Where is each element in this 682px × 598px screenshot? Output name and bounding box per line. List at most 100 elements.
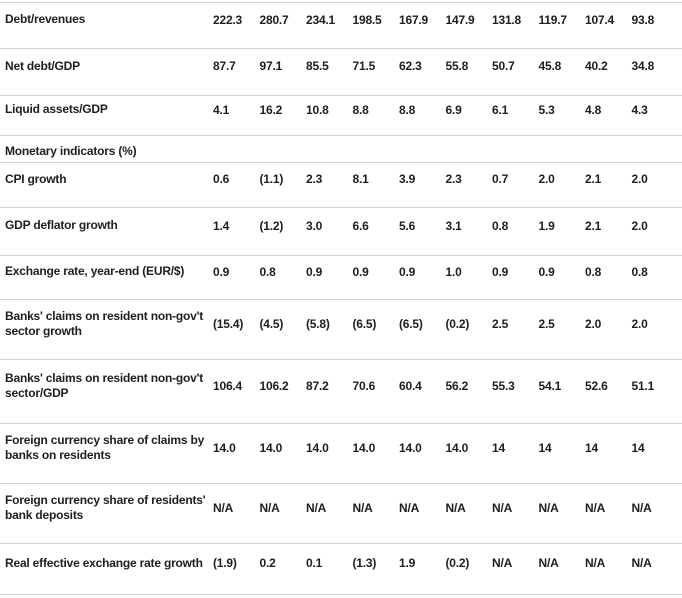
table-cell: 0.6: [213, 172, 230, 186]
table-cell: N/A: [631, 556, 652, 570]
table-cell: N/A: [631, 500, 652, 515]
table-cell: 106.4: [213, 378, 243, 393]
table-cell: N/A: [213, 500, 234, 515]
table-cell: 87.2: [306, 378, 329, 393]
table-row: Foreign currency share of residents' ban…: [0, 483, 682, 543]
table-cell: 167.9: [399, 12, 429, 27]
table-cell: 14: [492, 440, 505, 455]
table-cell: 71.5: [352, 59, 376, 73]
table-cell: 85.5: [306, 59, 329, 73]
table-cell: 3.1: [445, 218, 462, 233]
table-cell: (6.5): [352, 316, 377, 331]
table-cell: 14: [631, 440, 645, 455]
table-cell: 0.8: [492, 218, 509, 233]
row-label: Banks' claims on resident non-gov't sect…: [5, 308, 204, 338]
table-cell: 14.0: [306, 440, 329, 455]
table-cell: 107.4: [585, 12, 615, 27]
table-cell: 14.0: [352, 440, 376, 455]
table-cell: N/A: [445, 500, 466, 515]
table-cell: 0.9: [306, 264, 323, 279]
table-cell: 5.6: [399, 218, 416, 233]
table-cell: 54.1: [538, 378, 562, 393]
table-cell: 3.9: [399, 172, 416, 186]
table-cell: 8.8: [399, 102, 416, 117]
table-cell: N/A: [538, 556, 559, 570]
table-row: Debt/revenues 222.3 280.7 234.1 198.5 16…: [0, 2, 682, 48]
table-cell: 14: [585, 440, 598, 455]
table-cell: 60.4: [399, 378, 422, 393]
table-row: Banks' claims on resident non-gov't sect…: [0, 359, 682, 423]
row-label: Real effective exchange rate growth: [5, 555, 203, 570]
table-cell: (0.2): [445, 316, 470, 331]
table-cell: 0.8: [585, 264, 602, 279]
table-cell: 87.7: [213, 59, 236, 73]
row-label: CPI growth: [5, 171, 67, 186]
table-cell: N/A: [585, 556, 606, 570]
table-cell: (0.2): [445, 556, 470, 570]
table-cell: 2.0: [631, 218, 648, 233]
table-cell: 3.0: [306, 218, 323, 233]
table-cell: 40.2: [585, 59, 608, 73]
table-cell: 1.0: [445, 264, 462, 279]
table-cell: 52.6: [585, 378, 608, 393]
row-label: Debt/revenues: [5, 12, 86, 26]
table-cell: 0.2: [259, 556, 276, 570]
row-label: Banks' claims on resident non-gov't sect…: [5, 370, 204, 400]
table-cell: 2.0: [631, 172, 648, 186]
table-cell: 2.0: [631, 316, 648, 331]
table-cell: 8.1: [352, 172, 369, 186]
table-cell: 14.0: [445, 440, 469, 455]
table-cell: 14.0: [213, 440, 236, 455]
row-label: Foreign currency share of residents' ban…: [5, 492, 206, 522]
row-label: Foreign currency share of claims by bank…: [5, 432, 205, 462]
table-cell: 147.9: [445, 12, 475, 27]
row-label: Exchange rate, year-end (EUR/$): [5, 264, 185, 278]
table-cell: 0.9: [213, 264, 230, 279]
table-cell: 0.7: [492, 172, 509, 186]
row-label: GDP deflator growth: [5, 218, 118, 232]
table-cell: N/A: [399, 500, 420, 515]
table-row: Liquid assets/GDP 4.1 16.2 10.8 8.8 8.8 …: [0, 95, 682, 135]
table-cell: 1.9: [538, 218, 555, 233]
table-row: GDP deflator growth 1.4 (1.2) 3.0 6.6 5.…: [0, 207, 682, 255]
table-cell: 2.1: [585, 218, 602, 233]
table-row: Net debt/GDP 87.7 97.1 85.5 71.5 62.3 55…: [0, 48, 682, 95]
table-cell: 14: [538, 440, 552, 455]
table-cell: 2.3: [445, 172, 462, 186]
table-cell: 1.4: [213, 218, 230, 233]
table-cell: N/A: [585, 500, 606, 515]
table-cell: (1.1): [259, 172, 284, 186]
table-cell: 280.7: [259, 12, 289, 27]
table-cell: 56.2: [445, 378, 469, 393]
table-section-row: Monetary indicators (%): [0, 135, 682, 162]
table-cell: (15.4): [213, 316, 244, 331]
table-cell: N/A: [259, 500, 280, 515]
table-cell: 45.8: [538, 59, 562, 73]
table-cell: 2.1: [585, 172, 602, 186]
table-cell: 6.6: [352, 218, 369, 233]
table-cell: 4.1: [213, 102, 230, 117]
table-cell: 8.8: [352, 102, 369, 117]
table-cell: (1.3): [352, 556, 377, 570]
table-cell: N/A: [492, 500, 513, 515]
table-cell: 0.8: [631, 264, 648, 279]
table-cell: 106.2: [259, 378, 289, 393]
table-cell: 93.8: [631, 12, 655, 27]
table-cell: 234.1: [306, 12, 336, 27]
table-cell: (5.8): [306, 316, 330, 331]
table-cell: 0.9: [399, 264, 416, 279]
table-cell: N/A: [306, 500, 327, 515]
table-cell: 10.8: [306, 102, 329, 117]
table-cell: 4.3: [631, 102, 648, 117]
table-cell: 55.3: [492, 378, 515, 393]
table-cell: N/A: [538, 500, 559, 515]
table-cell: 222.3: [213, 12, 243, 27]
table-row: Real effective exchange rate growth (1.9…: [0, 543, 682, 594]
table-row: Exchange rate, year-end (EUR/$) 0.9 0.8 …: [0, 255, 682, 299]
table-cell: 6.9: [445, 102, 462, 117]
table-cell: N/A: [492, 556, 513, 570]
table-cell: 2.0: [538, 172, 555, 186]
table-cell: 55.8: [445, 59, 469, 73]
table-cell: 34.8: [631, 59, 655, 73]
